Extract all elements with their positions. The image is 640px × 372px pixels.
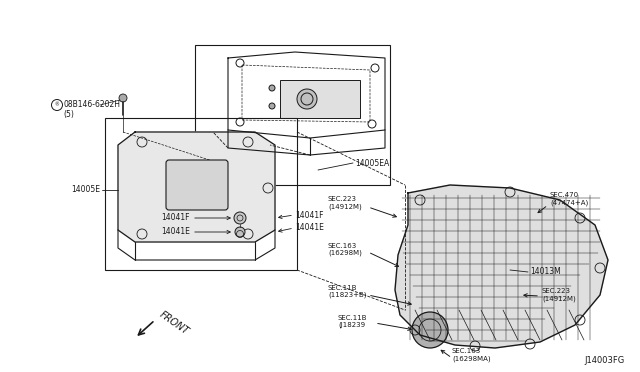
Text: J14003FG: J14003FG (585, 356, 625, 365)
Text: SEC.470
(47474+A): SEC.470 (47474+A) (550, 192, 588, 205)
Circle shape (119, 94, 127, 102)
Text: 14041F: 14041F (161, 214, 190, 222)
Polygon shape (395, 185, 608, 348)
Text: 14005E: 14005E (71, 186, 100, 195)
Text: 14041F: 14041F (295, 211, 323, 219)
Circle shape (235, 227, 245, 237)
Circle shape (269, 103, 275, 109)
Text: SEC.11B
(J18239: SEC.11B (J18239 (338, 315, 367, 328)
Circle shape (269, 85, 275, 91)
Polygon shape (118, 132, 275, 242)
Text: SEC.163
(16298M): SEC.163 (16298M) (328, 243, 362, 257)
Circle shape (183, 171, 211, 199)
Text: 08B146-6202H
(5): 08B146-6202H (5) (63, 100, 120, 119)
Text: 14013M: 14013M (530, 267, 561, 276)
Bar (105, 118, 297, 270)
Text: ®: ® (54, 103, 60, 108)
Text: SEC.223
(14912M): SEC.223 (14912M) (542, 288, 576, 301)
Bar (280, 80, 360, 118)
Circle shape (234, 212, 246, 224)
Text: FRONT: FRONT (158, 310, 191, 337)
Text: 14041E: 14041E (161, 228, 190, 237)
Text: 14005EA: 14005EA (355, 158, 389, 167)
Circle shape (412, 312, 448, 348)
Text: 14041E: 14041E (295, 224, 324, 232)
Text: SEC.163
(16298MA): SEC.163 (16298MA) (452, 348, 491, 362)
Text: SEC.223
(14912M): SEC.223 (14912M) (328, 196, 362, 209)
Circle shape (297, 89, 317, 109)
Bar (195, 45, 390, 185)
Text: SEC.11B
(11823+B): SEC.11B (11823+B) (328, 285, 367, 298)
FancyBboxPatch shape (166, 160, 228, 210)
